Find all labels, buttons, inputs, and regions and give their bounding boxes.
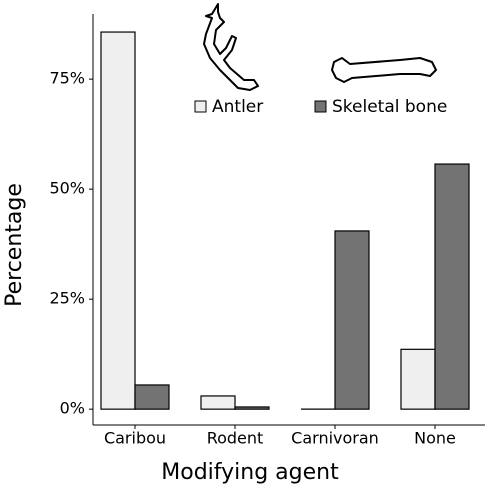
legend-label: Antler (212, 97, 263, 117)
bar (200, 395, 236, 410)
bone-icon (331, 57, 437, 83)
y-tick-label: 0% (60, 399, 85, 418)
bar (234, 406, 270, 410)
legend-label: Skeletal bone (332, 97, 447, 117)
bar (334, 230, 370, 410)
legend-swatch (194, 100, 207, 113)
x-tick-label: Carnivoran (291, 429, 379, 448)
antler-icon (203, 3, 259, 91)
bar (400, 348, 436, 410)
y-axis-title: Percentage (2, 183, 27, 307)
x-axis-title: Modifying agent (161, 460, 339, 485)
x-tick-label: Rodent (207, 429, 264, 448)
y-tick-label: 25% (49, 289, 85, 308)
y-tick-label: 75% (49, 69, 85, 88)
y-tick-label: 50% (49, 179, 85, 198)
bar (134, 384, 170, 410)
x-tick-label: None (414, 429, 456, 448)
bar (434, 163, 470, 410)
legend-swatch (314, 100, 327, 113)
x-tick-label: Caribou (104, 429, 166, 448)
bar (100, 31, 136, 410)
